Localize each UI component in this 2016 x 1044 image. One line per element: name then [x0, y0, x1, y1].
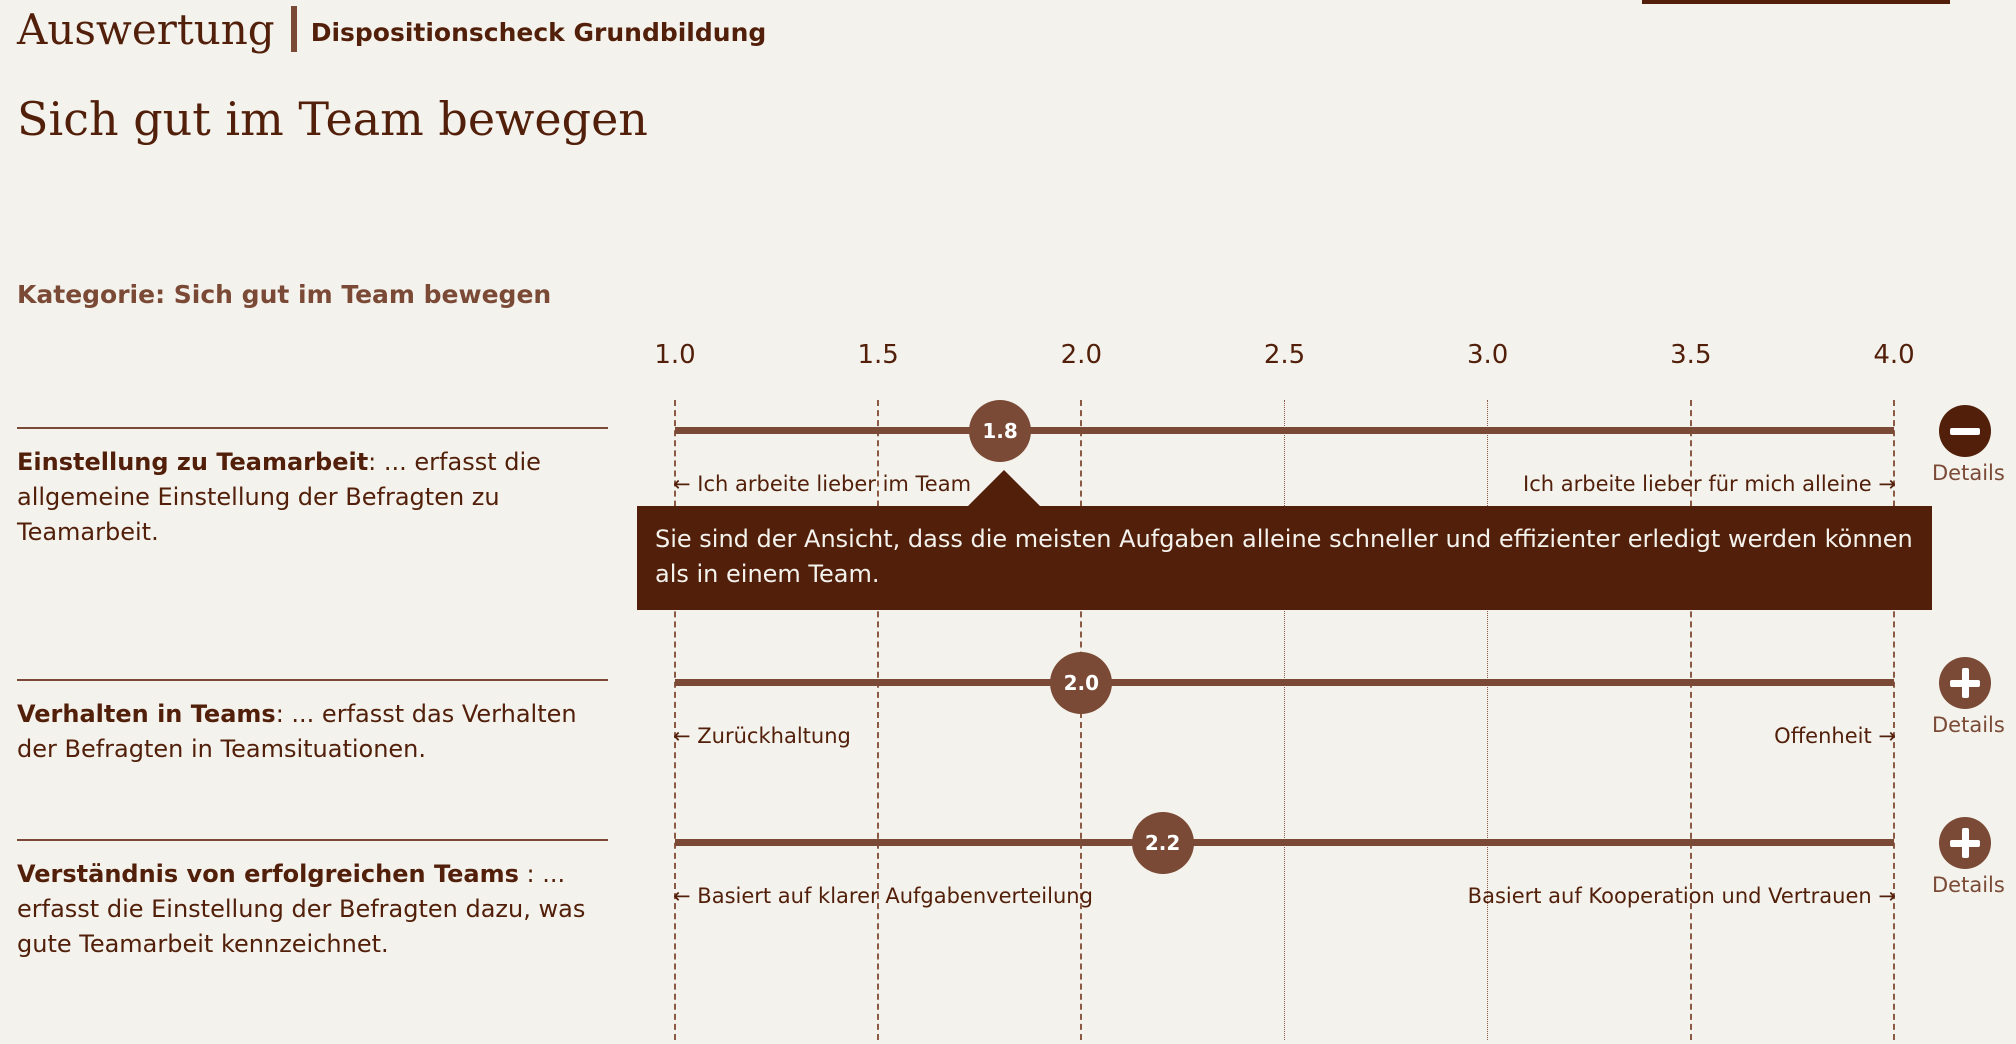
row-text: : ... erfasst die allgemeine Einstellung…	[17, 448, 541, 546]
tick-label: 1.5	[857, 340, 899, 370]
row-description: Einstellung zu Teamarbeit: ... erfasst d…	[17, 445, 608, 550]
row-description: Verhalten in Teams: ... erfasst das Verh…	[17, 697, 608, 767]
grid-line	[1283, 400, 1285, 1040]
plus-icon[interactable]	[1939, 817, 1991, 869]
header: Auswertung Dispositionscheck Grundbildun…	[17, 4, 766, 54]
arrow-left-icon: ←	[673, 724, 691, 748]
row-title: Verständnis von erfolgreichen Teams	[17, 860, 519, 888]
row-text: : ... erfasst das Verhalten der Befragte…	[17, 700, 577, 763]
scale-track	[675, 679, 1894, 686]
page-title: Sich gut im Team bewegen	[17, 92, 648, 146]
arrow-right-icon: →	[1878, 472, 1896, 496]
plus-icon[interactable]	[1939, 657, 1991, 709]
tooltip-arrow	[968, 470, 1040, 506]
score-marker[interactable]: 2.2	[1131, 812, 1194, 874]
tick-label: 4.0	[1873, 340, 1915, 370]
tick-label: 3.0	[1466, 340, 1509, 370]
category-label: Kategorie: Sich gut im Team bewegen	[17, 280, 552, 309]
details-label: Details	[1932, 461, 2005, 485]
row-text: : ... erfasst die Einstellung der Befrag…	[17, 860, 586, 958]
details-label: Details	[1932, 713, 2005, 737]
score-marker[interactable]: 2.0	[1050, 652, 1113, 714]
left-pole-label: ← Basiert auf klarer Aufgabenverteilung	[673, 884, 1093, 908]
grid-line	[877, 400, 880, 1040]
top-accent-bar	[1642, 0, 1950, 4]
arrow-right-icon: →	[1878, 884, 1896, 908]
minus-icon[interactable]	[1939, 405, 1991, 457]
right-pole-label: Ich arbeite lieber für mich alleine →	[1523, 472, 1896, 496]
scale-track	[675, 427, 1894, 434]
tick-label: 1.0	[654, 340, 696, 370]
left-pole-label: ← Ich arbeite lieber im Team	[673, 472, 972, 496]
brand-title: Auswertung	[17, 4, 275, 54]
grid-line	[674, 400, 676, 1040]
grid-line	[1893, 400, 1895, 1040]
grid-line	[1689, 400, 1692, 1040]
row-divider	[17, 427, 608, 429]
right-pole-label: Offenheit →	[1774, 724, 1896, 748]
tick-label: 2.0	[1060, 340, 1102, 370]
details-toggle[interactable]: Details	[1932, 405, 2005, 485]
grid-line	[1080, 400, 1083, 1040]
row-description: Verständnis von erfolgreichen Teams : ..…	[17, 857, 608, 962]
right-pole-label: Basiert auf Kooperation und Vertrauen →	[1467, 884, 1896, 908]
grid-line	[1486, 400, 1488, 1040]
left-pole-label: ← Zurückhaltung	[673, 724, 851, 748]
row-title: Einstellung zu Teamarbeit	[17, 448, 369, 476]
header-divider	[290, 6, 297, 52]
details-toggle[interactable]: Details	[1932, 657, 2005, 737]
score-marker[interactable]: 1.8	[969, 400, 1032, 462]
tick-label: 3.5	[1670, 340, 1712, 370]
arrow-left-icon: ←	[673, 884, 691, 908]
details-toggle[interactable]: Details	[1932, 817, 2005, 897]
arrow-left-icon: ←	[673, 472, 691, 496]
scale-track	[675, 839, 1894, 846]
row-title: Verhalten in Teams	[17, 700, 276, 728]
row-divider	[17, 679, 608, 681]
header-subtitle: Dispositionscheck Grundbildung	[310, 17, 767, 47]
details-label: Details	[1932, 873, 2005, 897]
arrow-right-icon: →	[1878, 724, 1896, 748]
details-tooltip: Sie sind der Ansicht, dass die meisten A…	[637, 506, 1932, 610]
row-divider	[17, 839, 608, 841]
tick-label: 2.5	[1263, 340, 1306, 370]
